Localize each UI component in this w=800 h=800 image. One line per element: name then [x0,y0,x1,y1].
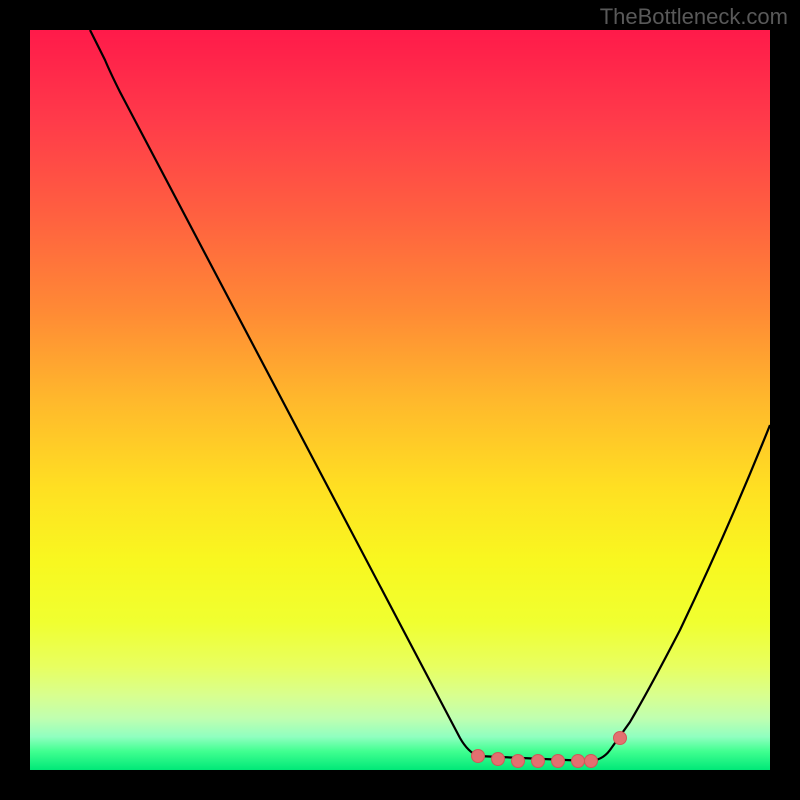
chart-background [30,30,770,770]
optimal-marker [585,755,598,768]
chart-container: TheBottleneck.com [0,0,800,800]
optimal-marker [472,750,485,763]
optimal-marker [552,755,565,768]
optimal-marker [572,755,585,768]
optimal-marker [614,732,627,745]
optimal-marker [492,753,505,766]
optimal-marker [512,755,525,768]
watermark-text: TheBottleneck.com [600,4,788,30]
bottleneck-chart [30,30,770,770]
optimal-marker [532,755,545,768]
